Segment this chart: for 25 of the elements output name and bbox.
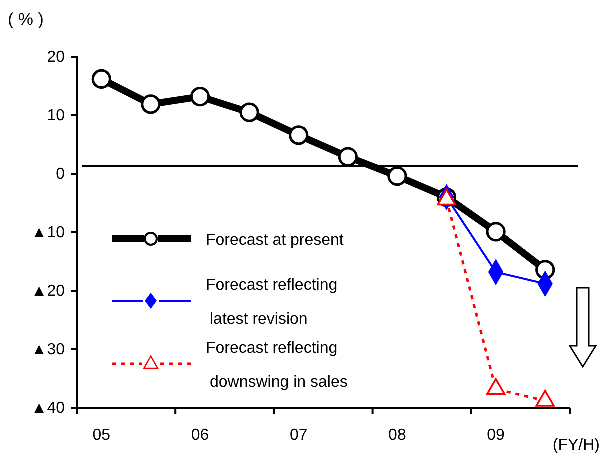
x-tick-label: 07 <box>290 427 308 444</box>
legend-label: Forecast reflecting latest revision <box>206 277 338 328</box>
x-tick-label: 09 <box>487 427 506 444</box>
y-tick-label: 10 <box>47 108 66 125</box>
y-axis-title: ( % ) <box>8 10 44 29</box>
point <box>240 102 260 122</box>
point <box>92 69 112 90</box>
point <box>388 166 408 186</box>
legend-label: Forecast reflecting downswing in sales <box>206 340 348 391</box>
y-tick-label: ▲30 <box>31 342 66 359</box>
x-tick-label: 05 <box>92 427 111 444</box>
y-tick-label: ▲20 <box>31 283 66 300</box>
x-tick-label: 08 <box>388 427 406 444</box>
point <box>486 222 506 242</box>
legend-label: Forecast at present <box>206 232 344 249</box>
x-tick-label: 06 <box>191 427 210 444</box>
y-tick-label: 20 <box>47 49 66 66</box>
point <box>141 94 161 114</box>
x-axis-title: (FY/H) <box>552 437 600 454</box>
y-tick-label: ▲10 <box>31 224 66 242</box>
y-tick-label: 0 <box>56 166 66 184</box>
point <box>289 126 309 146</box>
point <box>338 147 358 167</box>
point <box>190 86 210 107</box>
y-tick-label: ▲40 <box>31 400 66 418</box>
